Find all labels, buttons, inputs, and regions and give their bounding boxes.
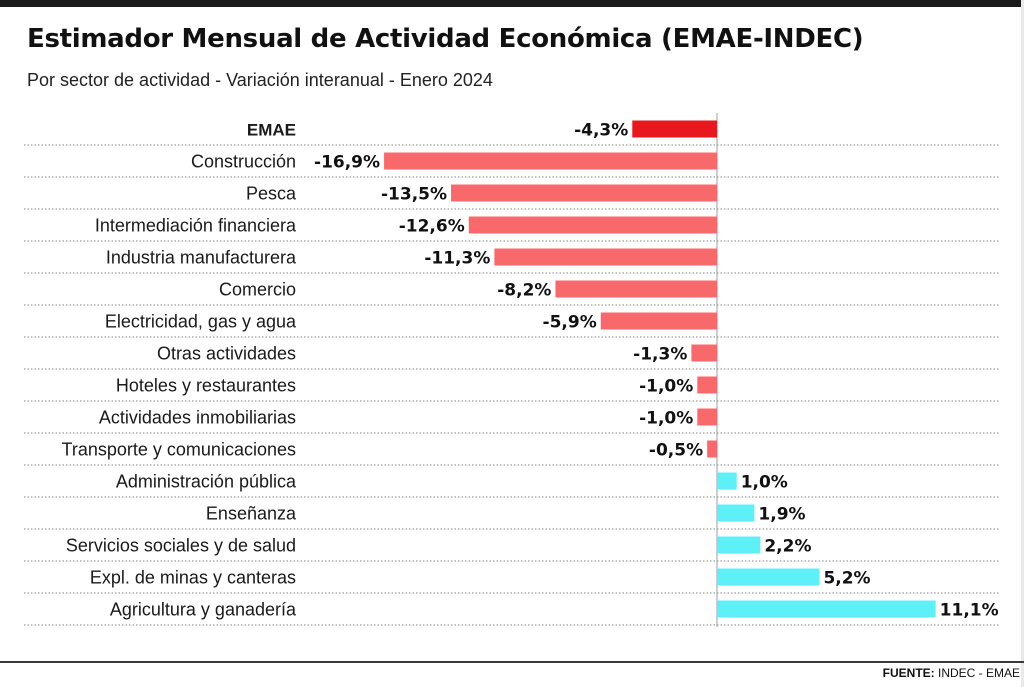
category-label: Pesca xyxy=(246,184,297,204)
bar xyxy=(494,248,717,266)
category-label: Expl. de minas y canteras xyxy=(90,568,296,588)
bar xyxy=(600,312,717,330)
value-label: 2,2% xyxy=(764,537,811,557)
bar xyxy=(384,152,717,170)
bar xyxy=(717,568,820,586)
category-label: Administración pública xyxy=(116,472,297,492)
bar xyxy=(717,504,755,522)
category-label: EMAE xyxy=(247,121,296,140)
chart-title: Estimador Mensual de Actividad Económica… xyxy=(27,24,864,54)
value-label: -16,9% xyxy=(314,153,380,173)
bar xyxy=(717,472,737,490)
bar xyxy=(707,440,717,458)
category-label: Enseñanza xyxy=(206,504,297,524)
category-label: Intermediación financiera xyxy=(95,216,297,236)
footer-rule xyxy=(0,661,1024,663)
value-label: -1,0% xyxy=(639,377,693,397)
bar xyxy=(697,376,717,394)
category-label: Actividades inmobiliarias xyxy=(99,408,296,428)
source-note: FUENTE: INDEC - EMAE xyxy=(883,666,1020,680)
source-text: INDEC - EMAE xyxy=(934,666,1020,680)
value-label: -1,3% xyxy=(633,345,687,365)
bar xyxy=(451,184,717,202)
bar xyxy=(691,344,717,362)
value-label: -8,2% xyxy=(497,281,551,301)
bar xyxy=(555,280,717,298)
bar xyxy=(632,120,717,138)
bar xyxy=(697,408,717,426)
value-label: 5,2% xyxy=(823,569,870,589)
category-label: Transporte y comunicaciones xyxy=(62,440,296,460)
source-label: FUENTE: xyxy=(882,666,935,680)
category-label: Agricultura y ganadería xyxy=(110,600,297,620)
bar-chart: EMAE -4,3% Construcción -16,9% Pesca -13,5% In… xyxy=(24,113,1000,627)
page-edge xyxy=(1021,0,1024,687)
category-label: Industria manufacturera xyxy=(106,248,297,268)
category-label: Otras actividades xyxy=(157,344,296,364)
top-rule xyxy=(0,0,1024,7)
value-label: 1,0% xyxy=(741,473,788,493)
value-label: 11,1% xyxy=(940,601,999,621)
value-label: -1,0% xyxy=(639,409,693,429)
value-label: -11,3% xyxy=(424,249,490,269)
category-label: Construcción xyxy=(191,152,296,172)
value-label: -12,6% xyxy=(399,217,465,237)
bar xyxy=(717,536,761,554)
value-label: -4,3% xyxy=(574,121,628,141)
value-label: -5,9% xyxy=(543,313,597,333)
bar xyxy=(717,600,936,618)
bar xyxy=(468,216,717,234)
value-label: 1,9% xyxy=(758,505,805,525)
value-label: -13,5% xyxy=(381,185,447,205)
category-label: Comercio xyxy=(219,280,296,300)
value-label: -0,5% xyxy=(649,441,703,461)
chart-subtitle: Por sector de actividad - Variación inte… xyxy=(27,70,493,90)
category-label: Electricidad, gas y agua xyxy=(105,312,297,332)
category-label: Servicios sociales y de salud xyxy=(66,536,296,556)
category-label: Hoteles y restaurantes xyxy=(116,376,296,396)
